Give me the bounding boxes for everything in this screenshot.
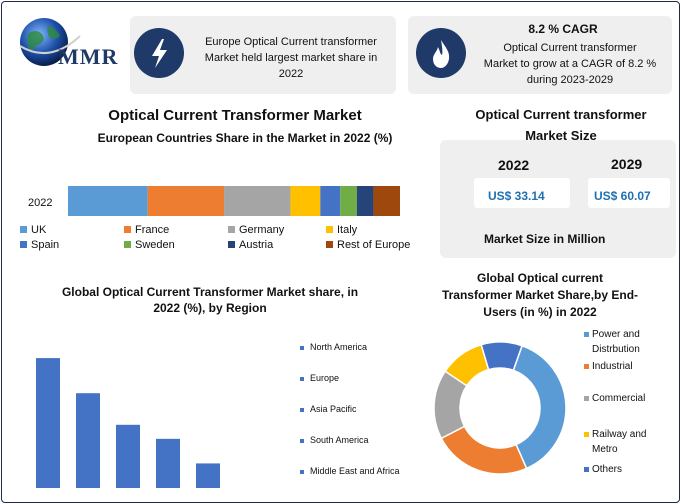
region-bar-chart: North America Europe Asia Pacific South Ame… — [36, 342, 400, 488]
legend-swatch-others — [584, 467, 589, 472]
legend-swatch-railway-and-metro — [584, 432, 589, 437]
legend-swatch-italy — [326, 226, 333, 233]
lightning-bolt-icon — [134, 28, 184, 78]
legend-label-south-america: South America — [310, 435, 369, 445]
flame-icon — [416, 28, 466, 78]
enduser-title-line-3: Users (in %) in 2022 — [483, 305, 597, 319]
logo: MMR — [12, 12, 132, 82]
info-1-line-3: 2022 — [278, 68, 304, 80]
legend-swatch-france — [124, 226, 131, 233]
info-panel-cagr: 8.2 % CAGR Optical Current transformer M… — [408, 16, 672, 94]
legend-label-europe: Europe — [310, 373, 339, 383]
info-1-line-1: Europe Optical Current transformer — [205, 36, 377, 48]
legend-label-rest-of-europe: Rest of Europe — [337, 239, 410, 251]
legend-label-sweden: Sweden — [135, 239, 175, 251]
donut-slice-industrial — [440, 425, 528, 475]
legend-swatch-power-and-distrbution — [584, 332, 589, 337]
region-chart-title: Global Optical Current Transformer Marke… — [40, 284, 380, 316]
bar-middle-east-and-africa — [196, 463, 220, 488]
legend-label-railway-and-metro-1: Metro — [592, 444, 618, 455]
bar-segment-germany — [224, 186, 291, 216]
legend-label-austria: Austria — [239, 239, 274, 251]
legend-swatch-austria — [228, 241, 235, 248]
legend-label-power-and-distrbution-1: Distrbution — [592, 344, 640, 355]
year-2022-label: 2022 — [498, 157, 530, 173]
info-panel-1-text: Europe Optical Current transformer Marke… — [188, 34, 394, 82]
europe-chart-title: Optical Current Transformer Market — [108, 107, 362, 124]
cagr-title: 8.2 % CAGR — [528, 22, 598, 36]
category-label-2022: 2022 — [28, 197, 52, 209]
info-2-line-1: Optical Current transformer — [503, 42, 637, 54]
bar-segment-spain — [320, 186, 341, 216]
market-size-title: Optical Current transformer Market Size — [444, 104, 678, 146]
bar-europe — [76, 393, 100, 488]
bar-segment-austria — [356, 186, 374, 216]
bar-asia-pacific — [116, 424, 140, 488]
bar-south-america — [156, 438, 180, 488]
enduser-title-line-2: Transformer Market Share,by End- — [441, 288, 639, 302]
legend-swatch-europe — [300, 377, 304, 381]
legend-label-france: France — [135, 224, 169, 236]
donut-slice-others — [480, 341, 523, 372]
bar-segment-rest-of-europe — [373, 186, 400, 216]
legend-label-commercial-0: Commercial — [592, 393, 645, 404]
bar-segment-italy — [290, 186, 321, 216]
legend-swatch-commercial — [584, 396, 589, 401]
globe-logo-icon — [19, 18, 81, 66]
legend-label-uk: UK — [31, 224, 47, 236]
info-2-line-2: Market to grow at a CAGR of 8.2 % — [483, 58, 657, 70]
europe-stacked-bar-chart: 2022 UK France Germany Italy Spain Sweden Austr… — [20, 186, 410, 251]
legend-label-north-america: North America — [310, 342, 367, 352]
legend-label-germany: Germany — [239, 224, 285, 236]
region-title-line-1: Global Optical Current Transformer Marke… — [61, 285, 359, 299]
market-size-title-line-2: Market Size — [525, 128, 597, 143]
donut-slice-power-and-distrbution — [512, 344, 567, 470]
bar-segment-uk — [68, 186, 148, 216]
info-panel-europe-share: Europe Optical Current transformer Marke… — [130, 16, 396, 94]
info-2-line-3: during 2023-2029 — [526, 74, 614, 86]
legend-label-spain: Spain — [31, 239, 59, 251]
legend-label-power-and-distrbution-0: Power and — [592, 330, 640, 340]
bar-segment-france — [147, 186, 225, 216]
value-box-2022 — [474, 178, 570, 208]
legend-label-others-0: Others — [592, 464, 622, 475]
legend-label-middle-east-and-africa: Middle East and Africa — [310, 466, 400, 476]
legend-label-industrial-0: Industrial — [592, 361, 633, 372]
market-value-2022: US$ 33.14 — [488, 189, 545, 203]
market-size-title-line-1: Optical Current transformer — [475, 107, 647, 122]
logo-text: MMR — [58, 44, 119, 69]
market-size-panel: 2022 2029 US$ 33.14 US$ 60.07 Market Siz… — [440, 140, 676, 258]
region-title-line-2: 2022 (%), by Region — [153, 301, 267, 315]
legend-swatch-sweden — [124, 241, 131, 248]
bar-segment-sweden — [340, 186, 357, 216]
legend-swatch-asia-pacific — [300, 408, 304, 412]
europe-chart-subtitle: European Countries Share in the Market i… — [97, 131, 393, 145]
legend-label-italy: Italy — [337, 224, 358, 236]
enduser-donut-chart: Power and Distrbution Industrial Commercial… — [433, 330, 646, 475]
bar-north-america — [36, 358, 60, 488]
info-panel-2-text: Optical Current transformer Market to gr… — [470, 40, 670, 88]
legend-swatch-north-america — [300, 346, 304, 350]
legend-swatch-rest-of-europe — [326, 241, 333, 248]
legend-swatch-spain — [20, 241, 27, 248]
value-box-2029 — [588, 178, 670, 208]
legend-swatch-south-america — [300, 439, 304, 443]
year-2029-label: 2029 — [611, 156, 643, 172]
enduser-title-line-1: Global Optical current — [476, 271, 604, 285]
legend-swatch-uk — [20, 226, 27, 233]
market-value-2029: US$ 60.07 — [594, 189, 651, 203]
legend-label-railway-and-metro-0: Railway and — [592, 429, 646, 440]
info-1-line-2: Market held largest market share in — [204, 52, 378, 64]
enduser-chart-title: Global Optical current Transformer Marke… — [420, 270, 660, 321]
market-size-footer: Market Size in Million — [484, 232, 606, 246]
legend-label-asia-pacific: Asia Pacific — [310, 404, 357, 414]
legend-swatch-germany — [228, 226, 235, 233]
legend-swatch-industrial — [584, 364, 589, 369]
legend-swatch-middle-east-and-africa — [300, 470, 304, 474]
